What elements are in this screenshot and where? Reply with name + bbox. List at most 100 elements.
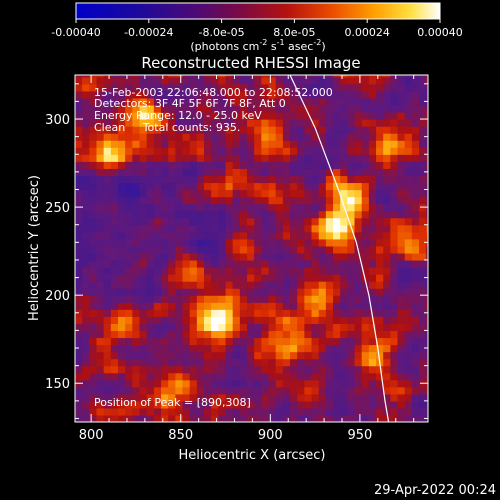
heatmap-cell	[368, 393, 377, 402]
heatmap-cell	[383, 83, 391, 92]
heatmap-cell	[211, 147, 219, 155]
heatmap-cell	[218, 330, 227, 339]
heatmap-cell	[347, 266, 356, 275]
heatmap-cell	[390, 140, 399, 148]
heatmap-cell	[304, 386, 313, 395]
heatmap-cell	[103, 133, 112, 141]
heatmap-cell	[275, 288, 284, 296]
heatmap-cell	[261, 414, 270, 422]
heatmap-cell	[311, 76, 320, 85]
heatmap-cell	[118, 302, 126, 310]
heatmap-cell	[397, 281, 406, 289]
colorbar-ticks: -0.00040 -0.00024 -8.0e-05 8.0e-05 0.00024 0.…	[51, 19, 463, 39]
heatmap-cell	[268, 344, 277, 353]
heatmap-cell	[361, 196, 370, 205]
heatmap-cell	[239, 111, 248, 120]
heatmap-cell	[110, 323, 119, 332]
heatmap-cell	[247, 189, 255, 198]
heatmap-cell	[254, 76, 262, 85]
heatmap-cell	[125, 189, 133, 198]
heatmap-cell	[261, 182, 270, 191]
heatmap-cell	[146, 210, 155, 219]
heatmap-cell	[96, 231, 105, 240]
heatmap-cell	[333, 126, 341, 134]
heatmap-cell	[411, 358, 420, 367]
heatmap-cell	[189, 337, 198, 346]
heatmap-cell	[96, 400, 105, 409]
heatmap-cell	[282, 83, 291, 92]
heatmap-cell	[110, 238, 119, 247]
heatmap-cell	[426, 182, 428, 191]
heatmap-cell	[318, 365, 327, 374]
heatmap-cell	[282, 245, 291, 254]
heatmap-cell	[96, 372, 105, 381]
heatmap-cell	[161, 252, 169, 261]
heatmap-cell	[239, 323, 248, 332]
heatmap-cell	[225, 76, 234, 85]
heatmap-cell	[318, 119, 327, 127]
heatmap-cell	[139, 309, 148, 317]
heatmap-cell	[347, 133, 356, 141]
heatmap-cell	[153, 210, 162, 219]
heatmap-cell	[368, 281, 377, 289]
heatmap-cell	[347, 126, 356, 134]
heatmap-cell	[404, 316, 413, 324]
heatmap-cell	[239, 330, 248, 339]
heatmap-cell	[254, 154, 262, 162]
heatmap-cell	[304, 393, 313, 402]
heatmap-cell	[239, 238, 248, 247]
heatmap-cell	[347, 97, 356, 106]
heatmap-cell	[139, 182, 148, 191]
heatmap-cell	[139, 140, 148, 148]
heatmap-cell	[290, 407, 298, 416]
heatmap-cell	[368, 245, 377, 254]
heatmap-cell	[96, 379, 105, 388]
heatmap-cell	[390, 316, 399, 324]
heatmap-cell	[218, 252, 227, 261]
heatmap-cell	[268, 259, 277, 268]
heatmap-cell	[282, 97, 291, 106]
heatmap-cell	[146, 224, 155, 233]
heatmap-cell	[239, 274, 248, 282]
heatmap-cell	[390, 288, 399, 296]
heatmap-cell	[304, 210, 313, 219]
heatmap-cell	[297, 344, 305, 353]
heatmap-cell	[146, 119, 155, 127]
heatmap-cell	[404, 182, 413, 191]
heatmap-cell	[361, 83, 370, 92]
heatmap-cell	[333, 309, 341, 317]
heatmap-cell	[347, 288, 356, 296]
heatmap-cell	[311, 386, 320, 395]
heatmap-cell	[340, 351, 348, 360]
y-tick-label: 300	[45, 113, 70, 128]
heatmap-cell	[125, 316, 133, 324]
heatmap-cell	[211, 337, 219, 346]
heatmap-cell	[347, 90, 356, 99]
heatmap-cell	[361, 97, 370, 106]
heatmap-cell	[311, 111, 320, 120]
heatmap-cell	[361, 337, 370, 346]
heatmap-cell	[132, 302, 141, 310]
heatmap-cell	[125, 337, 133, 346]
heatmap-cell	[211, 252, 219, 261]
heatmap-cell	[82, 400, 90, 409]
heatmap-cell	[404, 140, 413, 148]
heatmap-cell	[354, 386, 363, 395]
heatmap-cell	[340, 358, 348, 367]
heatmap-cell	[218, 316, 227, 324]
heatmap-cell	[325, 154, 334, 162]
heatmap-cell	[354, 414, 363, 422]
heatmap-cell	[153, 83, 162, 92]
heatmap-cell	[118, 238, 126, 247]
heatmap-cell	[89, 414, 98, 422]
heatmap-cell	[204, 140, 212, 148]
heatmap-cell	[168, 75, 176, 78]
heatmap-cell	[247, 168, 255, 177]
heatmap-cell	[239, 147, 248, 155]
heatmap-cell	[103, 337, 112, 346]
annotation-detectors: Detectors: 3F 4F 5F 6F 7F 8F, Att 0	[94, 97, 286, 110]
heatmap-cell	[404, 154, 413, 162]
heatmap-cell	[390, 386, 399, 395]
heatmap-cell	[218, 75, 227, 78]
heatmap-cell	[139, 75, 148, 78]
